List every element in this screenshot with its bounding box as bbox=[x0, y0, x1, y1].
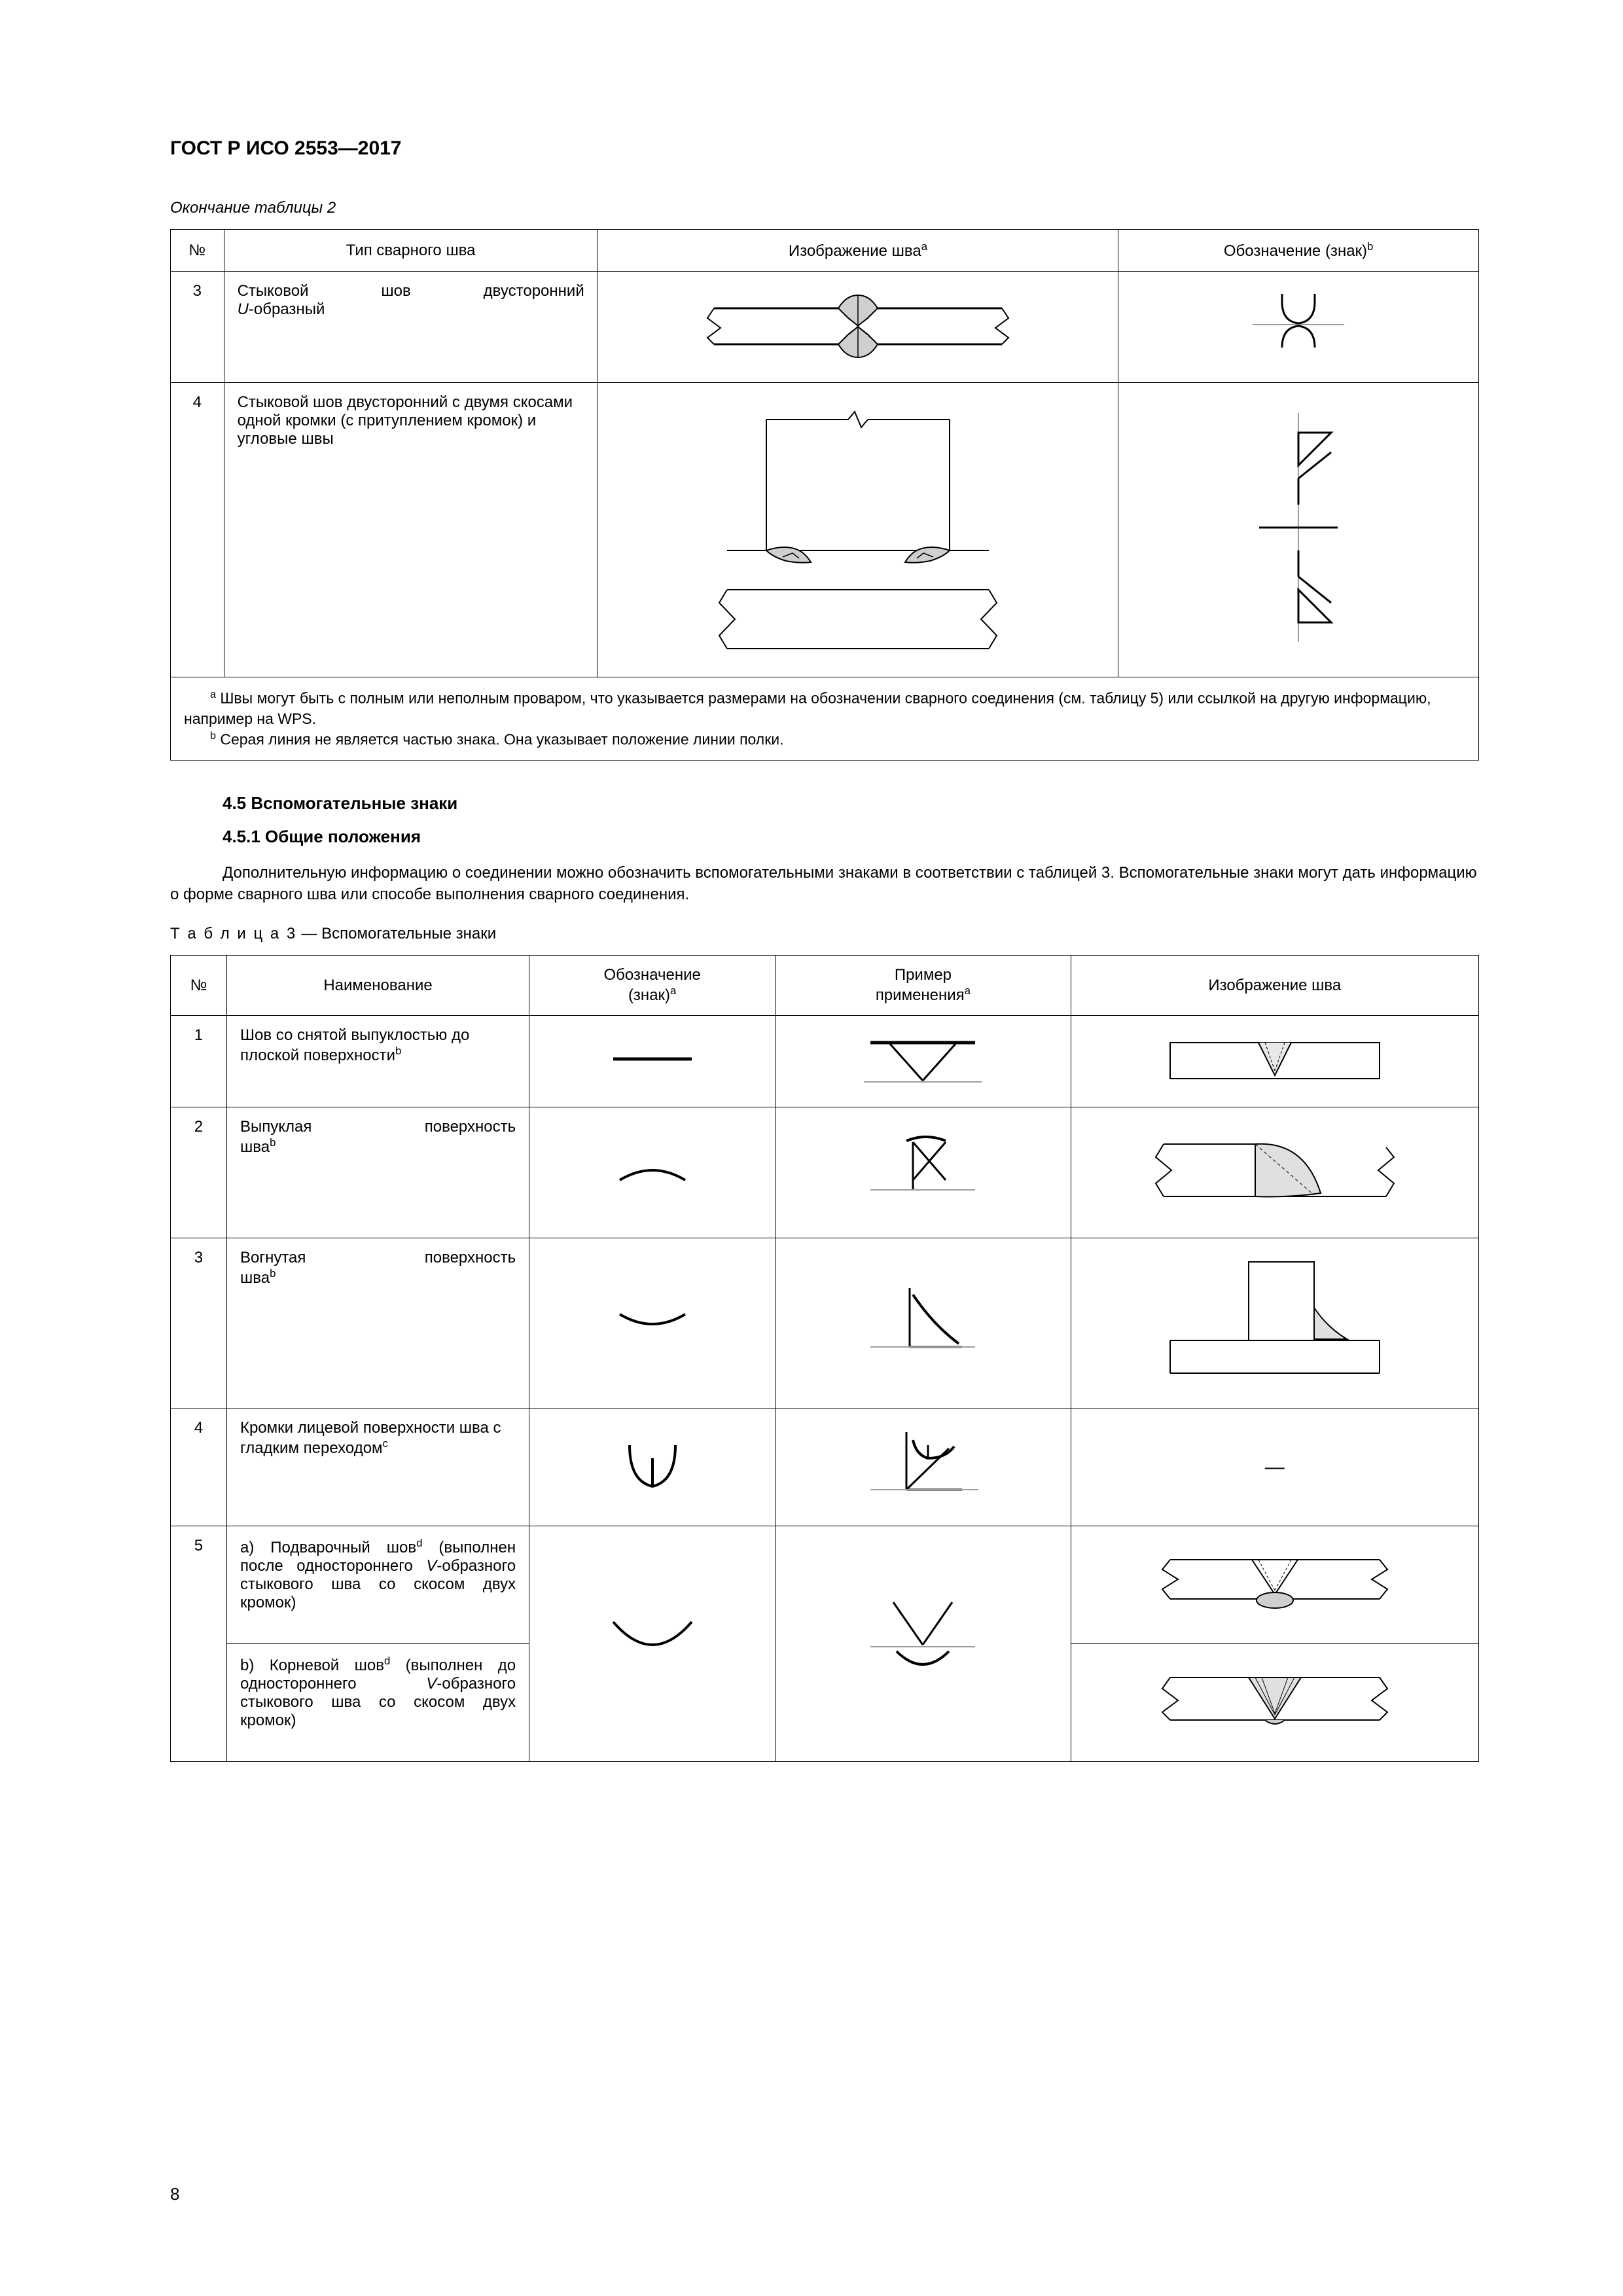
example-backing-run bbox=[851, 1589, 995, 1694]
t3-r1-name: Шов со снятой выпуклостью до плоской пов… bbox=[226, 1016, 529, 1107]
example-toes-blended bbox=[851, 1419, 995, 1511]
t3-r2-ex bbox=[776, 1107, 1071, 1238]
t3-r1-img bbox=[1071, 1016, 1478, 1107]
symbol-backing-run bbox=[587, 1602, 718, 1681]
t3-r3-name: Вогнутая поверхность шваb bbox=[226, 1238, 529, 1408]
t2-col-num: № bbox=[171, 230, 224, 272]
weld-root-run bbox=[1137, 1655, 1412, 1746]
weld-double-u-illustration bbox=[688, 282, 1028, 367]
symbol-flush bbox=[594, 1039, 711, 1079]
t3-col-sym: Обозначение (знак)а bbox=[529, 956, 776, 1016]
t2-col-sym: Обозначение (знак)b bbox=[1118, 230, 1479, 272]
t3-col-name: Наименование bbox=[226, 956, 529, 1016]
table3-caption: Т а б л и ц а 3 — Вспомогательные знаки bbox=[170, 925, 1479, 943]
t3-r5a-name: a) Подварочный шовd (выполнен после одно… bbox=[226, 1526, 529, 1644]
t3-r5b-img bbox=[1071, 1644, 1478, 1762]
weld-double-bevel-fillet-illustration bbox=[688, 393, 1028, 662]
doc-header: ГОСТ Р ИСО 2553—2017 bbox=[170, 137, 1479, 160]
symbol-convex bbox=[594, 1147, 711, 1193]
t2-col-type: Тип сварного шва bbox=[224, 230, 597, 272]
t3-r1-num: 1 bbox=[171, 1016, 227, 1107]
section-4-5: 4.5 Вспомогательные знаки bbox=[223, 793, 1479, 814]
t2-footnotes: а Швы могут быть с полным или неполным п… bbox=[171, 677, 1479, 761]
section-4-5-1: 4.5.1 Общие положения bbox=[223, 827, 1479, 847]
t2-col-img: Изображение шваа bbox=[597, 230, 1118, 272]
paragraph-451: Дополнительную информацию о соединении м… bbox=[170, 863, 1479, 905]
weld-flush bbox=[1137, 1026, 1412, 1092]
weld-convex-fillet bbox=[1137, 1118, 1412, 1223]
t3-r4-name: Кромки лицевой поверхности шва с гладким… bbox=[226, 1408, 529, 1526]
t3-r2-num: 2 bbox=[171, 1107, 227, 1238]
t2-row3-type: Стыковой шов двусторонний U-образный bbox=[224, 272, 597, 383]
page-number: 8 bbox=[170, 2184, 179, 2204]
symbol-double-bevel-fillet bbox=[1233, 393, 1364, 662]
example-flush-v bbox=[851, 1030, 995, 1088]
symbol-concave bbox=[594, 1298, 711, 1344]
t3-r5-num: 5 bbox=[171, 1526, 227, 1762]
t3-r4-img: — bbox=[1071, 1408, 1478, 1526]
t3-col-example: Пример примененияа bbox=[776, 956, 1071, 1016]
t3-r4-sym bbox=[529, 1408, 776, 1526]
t3-r3-ex bbox=[776, 1238, 1071, 1408]
table2-caption: Окончание таблицы 2 bbox=[170, 199, 1479, 217]
table3: № Наименование Обозначение (знак)а Приме… bbox=[170, 955, 1479, 1762]
t3-r3-sym bbox=[529, 1238, 776, 1408]
t3-r3-img bbox=[1071, 1238, 1478, 1408]
t3-r5-ex bbox=[776, 1526, 1071, 1762]
weld-concave-fillet bbox=[1137, 1249, 1412, 1393]
t3-r5-sym bbox=[529, 1526, 776, 1762]
t3-r4-ex bbox=[776, 1408, 1071, 1526]
t3-r2-sym bbox=[529, 1107, 776, 1238]
example-convex-bevel bbox=[851, 1128, 995, 1213]
t3-r2-img bbox=[1071, 1107, 1478, 1238]
t2-row3-image bbox=[597, 272, 1118, 383]
t2-row3-symbol bbox=[1118, 272, 1479, 383]
symbol-toes-blended bbox=[594, 1429, 711, 1501]
t3-r2-name: Выпуклая поверхность шваb bbox=[226, 1107, 529, 1238]
t2-row3-num: 3 bbox=[171, 272, 224, 383]
t3-r5a-img bbox=[1071, 1526, 1478, 1644]
t3-col-num: № bbox=[171, 956, 227, 1016]
t2-row4-symbol bbox=[1118, 383, 1479, 677]
t3-r1-ex bbox=[776, 1016, 1071, 1107]
weld-backing-run bbox=[1137, 1537, 1412, 1628]
t2-row4-num: 4 bbox=[171, 383, 224, 677]
t3-col-img: Изображение шва bbox=[1071, 956, 1478, 1016]
symbol-double-u bbox=[1233, 282, 1364, 367]
t2-row4-type: Стыковой шов двусторонний с двумя скосам… bbox=[224, 383, 597, 677]
t2-row4-image bbox=[597, 383, 1118, 677]
t3-r4-num: 4 bbox=[171, 1408, 227, 1526]
example-concave-fillet bbox=[851, 1275, 995, 1367]
table2: № Тип сварного шва Изображение шваа Обоз… bbox=[170, 229, 1479, 761]
t3-r5b-name: b) Корневой шовd (выполнен до односторон… bbox=[226, 1644, 529, 1762]
t3-r1-sym bbox=[529, 1016, 776, 1107]
t3-r3-num: 3 bbox=[171, 1238, 227, 1408]
